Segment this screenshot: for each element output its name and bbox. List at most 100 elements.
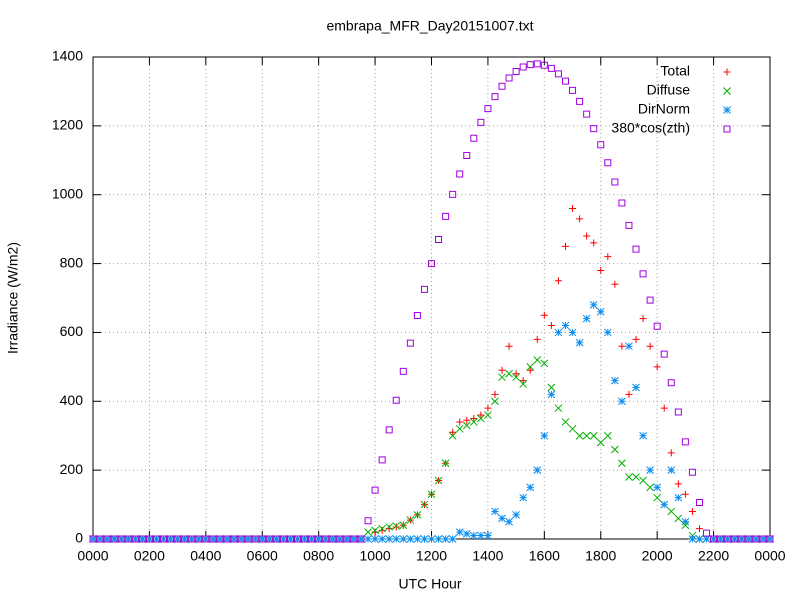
- data-point: [187, 535, 196, 543]
- data-point: [124, 535, 133, 543]
- data-point: [752, 535, 760, 543]
- data-point: [498, 366, 506, 374]
- data-point: [286, 535, 295, 543]
- data-point: [413, 511, 422, 519]
- data-point: [681, 490, 689, 498]
- data-point: [526, 363, 535, 371]
- data-point: [194, 535, 203, 543]
- data-point: [681, 517, 690, 526]
- data-point: [145, 535, 153, 543]
- data-point: [441, 535, 450, 543]
- data-point: [462, 529, 471, 538]
- data-point: [491, 507, 499, 516]
- data-point: [540, 359, 549, 368]
- data-point: [434, 535, 443, 543]
- data-point: [456, 170, 464, 178]
- data-point: [554, 70, 562, 78]
- data-point: [152, 535, 160, 543]
- data-point: [392, 522, 401, 530]
- data-point: [469, 531, 478, 540]
- legend-label: 380*cos(zth): [611, 120, 690, 136]
- data-point: [583, 232, 591, 240]
- data-point: [413, 312, 421, 320]
- x-tick-label: 0600: [247, 548, 278, 564]
- data-point: [632, 473, 640, 481]
- data-point: [188, 535, 196, 543]
- data-point: [202, 535, 210, 543]
- x-tick-label: 1600: [529, 548, 560, 564]
- data-point: [703, 529, 711, 537]
- data-point: [462, 421, 471, 430]
- data-point: [427, 535, 436, 543]
- y-tick-label: 1000: [52, 185, 83, 201]
- data-point: [258, 535, 267, 543]
- legend-label: Total: [660, 63, 690, 79]
- data-point: [110, 535, 119, 543]
- data-point: [737, 535, 746, 543]
- data-point: [554, 277, 562, 285]
- data-point: [759, 535, 767, 543]
- data-point: [251, 535, 260, 543]
- data-point: [117, 535, 125, 543]
- data-point: [730, 535, 739, 543]
- data-point: [167, 535, 175, 543]
- data-point: [618, 342, 626, 350]
- data-point: [660, 404, 668, 412]
- data-point: [470, 134, 478, 142]
- y-tick-label: 200: [60, 461, 84, 477]
- data-point: [695, 535, 704, 543]
- data-point: [766, 535, 774, 543]
- data-point: [420, 500, 429, 509]
- data-point: [406, 535, 415, 543]
- data-point: [371, 486, 379, 494]
- y-tick-label: 800: [60, 254, 84, 270]
- data-point: [498, 514, 506, 523]
- data-point: [625, 342, 633, 351]
- data-point: [688, 507, 696, 515]
- data-point: [385, 426, 393, 434]
- data-point: [744, 535, 753, 543]
- data-point: [583, 110, 591, 118]
- data-point: [632, 383, 640, 392]
- x-tick-label: 0200: [134, 548, 165, 564]
- data-point: [96, 535, 104, 543]
- data-point: [540, 431, 549, 440]
- data-point: [364, 535, 372, 543]
- data-point: [618, 459, 626, 468]
- data-point: [103, 535, 111, 543]
- data-point: [632, 335, 640, 343]
- data-point: [646, 342, 654, 350]
- data-point: [639, 270, 647, 278]
- data-point: [561, 418, 570, 426]
- x-axis-label: UTC Hour: [398, 576, 461, 592]
- legend-marker: [723, 87, 731, 95]
- data-point: [491, 93, 499, 101]
- data-point: [307, 535, 316, 543]
- data-point: [166, 535, 175, 543]
- data-point: [596, 307, 605, 316]
- data-point: [710, 535, 718, 543]
- data-point: [385, 523, 394, 531]
- data-point: [695, 499, 703, 507]
- data-point: [477, 531, 485, 540]
- data-point: [89, 535, 97, 543]
- data-point: [597, 141, 605, 149]
- data-point: [223, 535, 231, 543]
- data-point: [343, 535, 351, 543]
- data-point: [293, 535, 302, 543]
- data-point: [378, 456, 386, 464]
- data-point: [716, 535, 725, 543]
- data-point: [173, 535, 182, 543]
- data-point: [272, 535, 280, 543]
- data-point: [653, 493, 662, 502]
- data-point: [469, 418, 478, 426]
- data-point: [434, 476, 443, 485]
- data-point: [603, 431, 612, 440]
- data-point: [505, 517, 513, 526]
- data-point: [674, 514, 683, 523]
- data-point: [357, 535, 365, 543]
- data-point: [477, 411, 485, 419]
- y-tick-label: 1400: [52, 48, 83, 64]
